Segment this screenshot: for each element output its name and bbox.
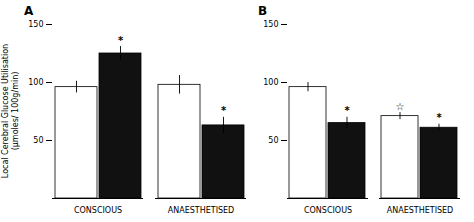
svg-text:100: 100 xyxy=(263,78,278,87)
html-text:A: A xyxy=(24,4,34,18)
svg-text:50: 50 xyxy=(33,136,43,145)
svg-text:*: * xyxy=(344,105,350,116)
svg-text:*: * xyxy=(221,105,227,116)
svg-text:☆: ☆ xyxy=(396,101,405,112)
svg-text:CONSCIOUS: CONSCIOUS xyxy=(74,206,122,215)
html-text:Local Cerebral Glucose Utilisa: Local Cerebral Glucose Utilisation (μmol… xyxy=(1,43,20,179)
svg-text:CONSCIOUS: CONSCIOUS xyxy=(304,206,352,215)
svg-text:ANAESTHETISED: ANAESTHETISED xyxy=(168,206,235,215)
svg-text:50: 50 xyxy=(268,136,278,145)
html-text:B: B xyxy=(258,4,268,18)
svg-text:150: 150 xyxy=(28,20,43,29)
svg-text:*: * xyxy=(118,35,124,46)
svg-text:ANAESTHETISED: ANAESTHETISED xyxy=(387,206,454,215)
svg-text:*: * xyxy=(436,112,442,123)
svg-text:150: 150 xyxy=(263,20,278,29)
svg-text:100: 100 xyxy=(28,78,43,87)
